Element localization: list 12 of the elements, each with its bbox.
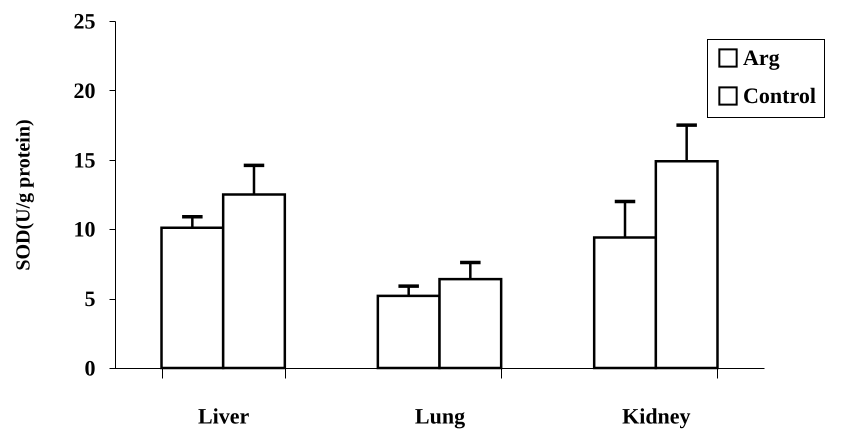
y-tick-label: 5: [84, 286, 96, 312]
y-axis-title: SOD(U/g protein): [12, 119, 34, 271]
legend-label: Control: [743, 83, 816, 108]
x-tick-label: Liver: [198, 404, 250, 428]
y-tick-label: 15: [74, 147, 96, 172]
y-tick-label: 20: [74, 78, 96, 103]
legend-label: Arg: [743, 45, 780, 70]
x-tick-label: Lung: [414, 404, 466, 428]
y-tick-label: 10: [74, 216, 96, 242]
y-tick-label: 0: [84, 356, 96, 380]
x-tick-label: Kidney: [622, 404, 691, 428]
y-tick-label: 25: [74, 8, 96, 34]
